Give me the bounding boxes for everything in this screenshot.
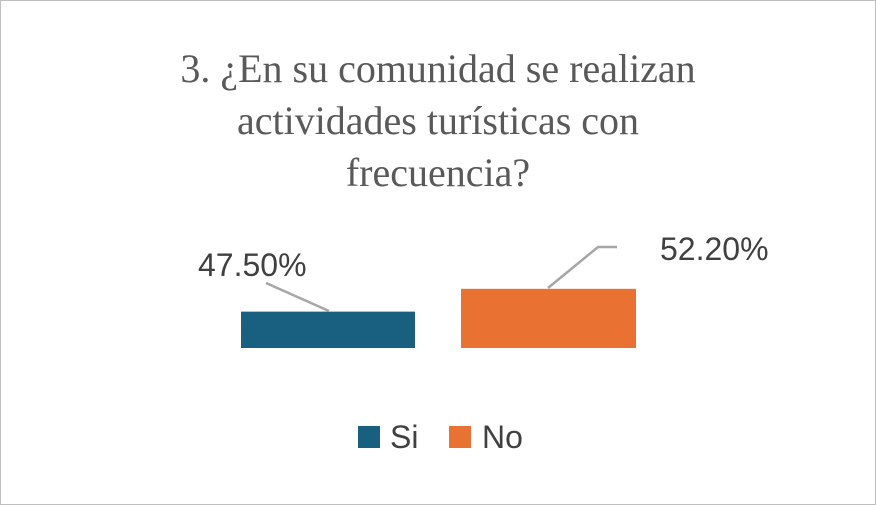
legend-swatch-si [358, 426, 380, 448]
legend-label-si: Si [390, 419, 418, 455]
leader-line-si [265, 281, 330, 313]
data-label-si: 47.50% [198, 247, 307, 283]
leader-line-no [547, 245, 617, 289]
legend-label-no: No [482, 419, 523, 455]
chart-title-line-3: frecuencia? [346, 150, 530, 195]
legend-swatch-no [449, 426, 471, 448]
bar-si [241, 311, 415, 348]
data-label-no: 52.20% [660, 231, 769, 267]
chart-title-line-1: 3. ¿En su comunidad se realizan [180, 46, 695, 91]
bar-no [461, 288, 636, 348]
chart-title-line-2: actividades turísticas con [237, 98, 639, 143]
